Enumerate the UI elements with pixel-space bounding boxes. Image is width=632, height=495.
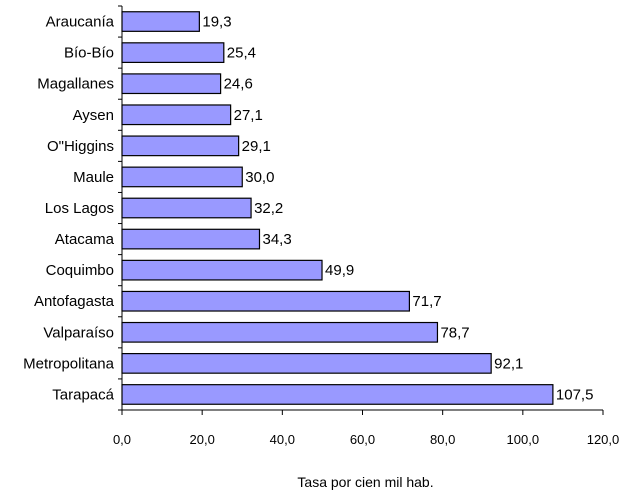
x-tick-label: 20,0 [190, 432, 215, 447]
y-axis-ticks-group [118, 5, 122, 411]
category-label: Atacama [55, 231, 115, 248]
category-label: Magallanes [37, 76, 114, 93]
value-label: 19,3 [202, 14, 231, 31]
value-labels-group: 19,3 25,4 24,6 27,1 29,1 30,0 32,2 34,3 49,9 71,7… [202, 14, 593, 404]
bar [121, 73, 222, 95]
value-label: 92,1 [494, 355, 523, 372]
bar [121, 104, 232, 126]
value-label: 30,0 [245, 169, 274, 186]
bar [121, 228, 261, 250]
x-tick-label: 40,0 [270, 432, 295, 447]
x-tick-label: 120,0 [587, 432, 620, 447]
bar [121, 352, 492, 374]
category-label: Tarapacá [52, 386, 114, 403]
bar [121, 135, 240, 157]
value-label: 25,4 [227, 45, 256, 62]
value-label: 34,3 [262, 231, 291, 248]
category-label: Bío-Bío [64, 45, 114, 62]
bar [121, 42, 225, 64]
bars-group [121, 11, 554, 405]
category-label: Araucanía [46, 14, 115, 31]
value-label: 49,9 [325, 262, 354, 279]
bar [121, 166, 243, 188]
bar [121, 321, 439, 343]
category-label: O"Higgins [47, 138, 114, 155]
category-label: Valparaíso [43, 324, 114, 341]
x-tick-label: 60,0 [350, 432, 375, 447]
category-labels-group: Araucanía Bío-Bío Magallanes Aysen O"Higgins… [23, 14, 115, 404]
bar [121, 290, 410, 312]
category-label: Coquimbo [46, 262, 114, 279]
category-label: Maule [73, 169, 114, 186]
value-label: 24,6 [224, 76, 253, 93]
category-label: Antofagasta [34, 293, 115, 310]
value-label: 71,7 [412, 293, 441, 310]
x-axis-ticks-group: 0,0 20,0 40,0 60,0 80,0 100,0 120,0 [113, 410, 619, 447]
value-label: 27,1 [234, 107, 263, 124]
bar [121, 384, 554, 405]
x-tick-label: 80,0 [430, 432, 455, 447]
category-label: Metropolitana [23, 355, 115, 372]
x-axis-title: Tasa por cien mil hab. [297, 474, 433, 490]
bar [121, 11, 200, 32]
category-label: Aysen [73, 107, 114, 124]
value-label: 32,2 [254, 200, 283, 217]
x-tick-label: 0,0 [113, 432, 131, 447]
x-tick-label: 100,0 [507, 432, 540, 447]
value-label: 78,7 [440, 324, 469, 341]
bar [121, 259, 323, 281]
bar [121, 197, 252, 219]
category-label: Los Lagos [45, 200, 114, 217]
value-label: 29,1 [242, 138, 271, 155]
value-label: 107,5 [556, 386, 594, 403]
